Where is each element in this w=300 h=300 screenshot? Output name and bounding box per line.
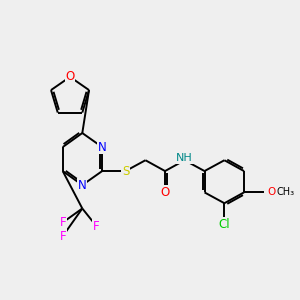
Text: NH: NH <box>176 153 193 163</box>
Text: O: O <box>65 70 75 83</box>
Text: F: F <box>59 216 66 229</box>
Text: S: S <box>122 165 129 178</box>
Text: N: N <box>98 141 106 154</box>
Text: O: O <box>160 186 170 199</box>
Text: Cl: Cl <box>219 218 230 231</box>
Text: F: F <box>93 220 100 232</box>
Text: N: N <box>78 178 87 192</box>
Text: O: O <box>267 188 276 197</box>
Text: F: F <box>59 230 66 243</box>
Text: CH₃: CH₃ <box>277 188 295 197</box>
